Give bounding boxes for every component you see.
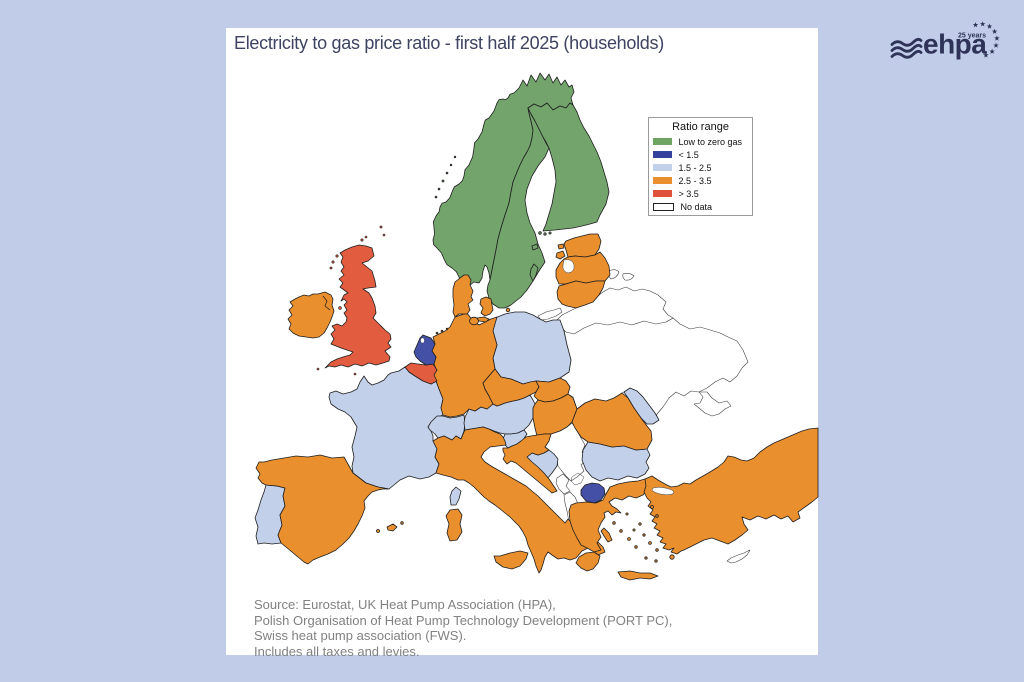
svg-text:ehpa: ehpa	[923, 29, 987, 60]
svg-text:25 years: 25 years	[958, 33, 986, 40]
